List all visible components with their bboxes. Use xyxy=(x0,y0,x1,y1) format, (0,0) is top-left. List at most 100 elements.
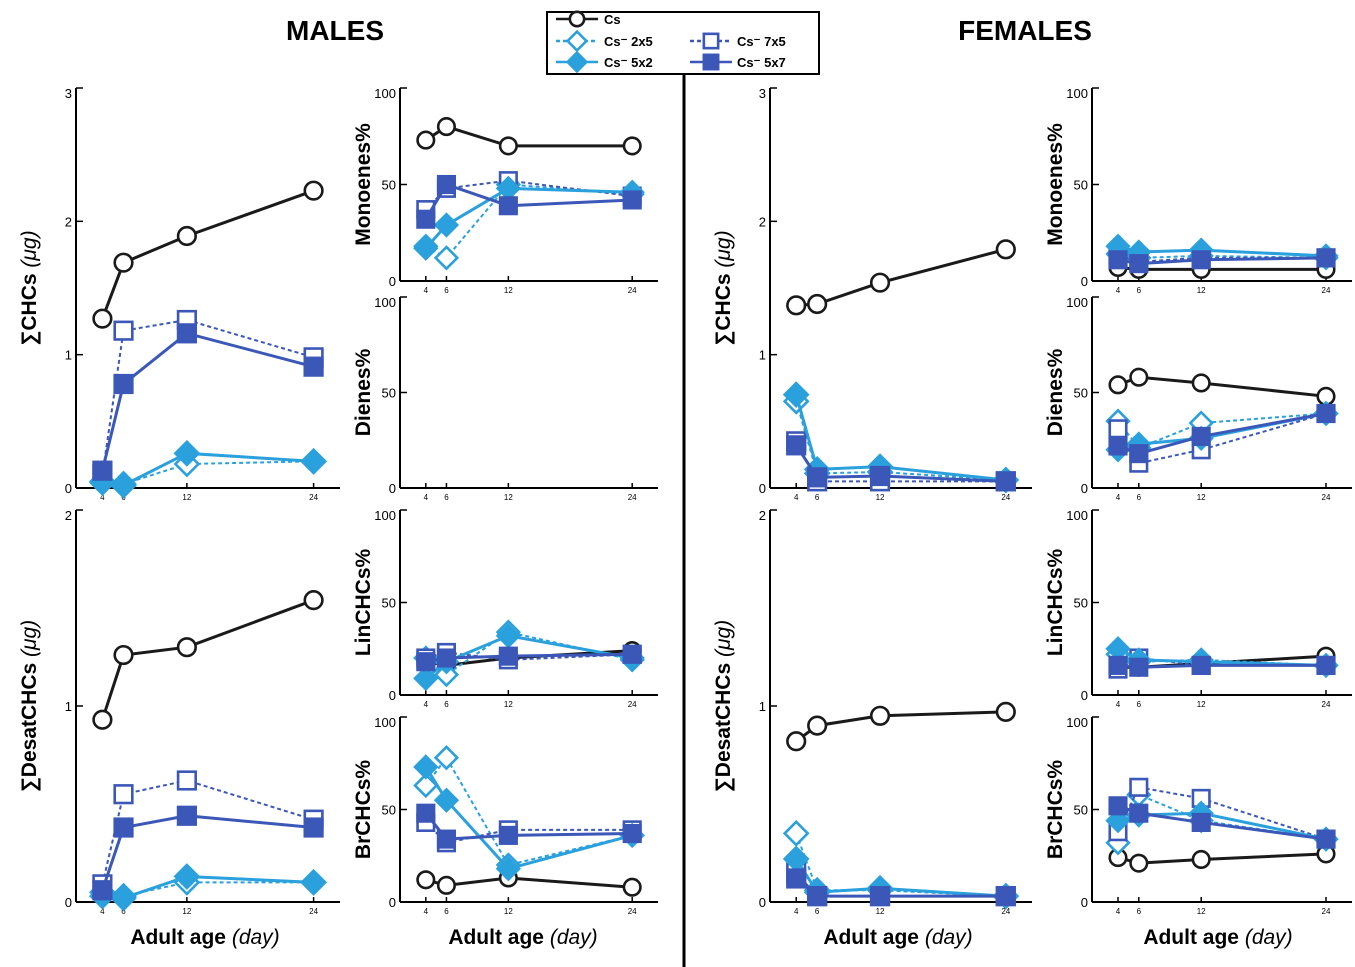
legend-entry: Cs⁻ 5x7 xyxy=(690,53,786,71)
legend-label: Cs xyxy=(604,12,621,27)
x-tick-label: 6 xyxy=(815,907,820,916)
data-point xyxy=(498,196,518,216)
x-tick-label: 4 xyxy=(1116,286,1121,295)
series-0 xyxy=(92,180,324,329)
data-point xyxy=(110,471,137,499)
x-tick-label: 6 xyxy=(815,493,820,502)
data-point xyxy=(498,825,518,845)
data-point xyxy=(416,130,436,150)
data-point xyxy=(1191,250,1211,270)
data-point xyxy=(1108,250,1128,270)
series-3 xyxy=(89,439,327,499)
series-line xyxy=(425,631,633,676)
y-axis-label: LinCHCs% xyxy=(352,549,375,657)
data-point xyxy=(622,136,642,156)
data-point xyxy=(413,665,439,691)
series-line xyxy=(796,247,1007,307)
series-0 xyxy=(416,117,642,156)
series-line xyxy=(100,814,314,891)
data-point xyxy=(869,705,891,726)
x-tick-label: 6 xyxy=(1137,286,1142,295)
x-axis-label-text: Adult age xyxy=(448,926,544,949)
data-point xyxy=(92,709,113,730)
females-dienes-panel: 0 50 100 4 6 12 24 Dienes% xyxy=(1044,295,1352,502)
x-tick-label: 12 xyxy=(1197,493,1206,502)
x-axis-label-text: Adult age xyxy=(823,926,919,949)
series-0 xyxy=(1108,367,1336,406)
females-lin-chcs-panel: 0 50 100 4 6 12 24 LinCHCs% xyxy=(1044,508,1352,709)
series-line xyxy=(1117,647,1327,667)
x-axis-unit-text: (day) xyxy=(1245,926,1293,949)
series-0 xyxy=(1108,844,1336,873)
legend-label: Cs⁻ 7x5 xyxy=(737,34,786,49)
data-point xyxy=(416,870,436,890)
data-point xyxy=(1129,367,1149,387)
y-axis-label-text: LinCHCs% xyxy=(352,549,375,657)
x-tick-label: 4 xyxy=(100,493,105,502)
y-tick-label: 50 xyxy=(382,386,396,401)
data-point xyxy=(300,447,327,475)
y-tick-label: 0 xyxy=(65,481,72,496)
y-tick-label: 0 xyxy=(759,481,766,496)
series-line xyxy=(1117,412,1327,450)
y-tick-label: 1 xyxy=(759,699,766,714)
legend-entry: Cs⁻ 2x5 xyxy=(556,29,653,53)
y-tick-label: 3 xyxy=(759,86,766,101)
x-tick-label: 24 xyxy=(628,493,637,502)
legend-label: Cs⁻ 2x5 xyxy=(604,34,653,49)
y-axis-label: Monoenes% xyxy=(352,123,375,246)
data-point xyxy=(1108,655,1128,675)
series-line xyxy=(1117,265,1326,271)
legend-entry: Cs⁻ 5x2 xyxy=(556,50,653,74)
x-tick-label: 4 xyxy=(1116,493,1121,502)
data-point xyxy=(786,435,807,456)
x-tick-label: 24 xyxy=(1322,493,1331,502)
data-point xyxy=(807,467,828,488)
y-axis-label-text: Monoenes% xyxy=(1044,123,1067,246)
y-tick-label: 50 xyxy=(1074,386,1088,401)
y-axis-label-text: ∑CHCs xyxy=(18,273,41,345)
data-point xyxy=(92,880,113,901)
series-4 xyxy=(416,803,642,849)
data-point xyxy=(995,701,1016,722)
females-br-chcs-panel: 0 50 100 4 6 12 24 BrCHCs% xyxy=(1044,715,1352,916)
svg-text:Adult age (day): Adult age (day) xyxy=(130,926,279,949)
x-tick-label: 12 xyxy=(504,907,513,916)
y-tick-label: 100 xyxy=(1066,508,1088,523)
data-point xyxy=(113,252,134,273)
series-4 xyxy=(1108,655,1336,677)
data-point xyxy=(413,754,439,780)
x-axis-label-text: Adult age xyxy=(1143,926,1239,949)
y-axis-unit-text: (μg) xyxy=(18,230,41,273)
x-tick-label: 24 xyxy=(1001,493,1010,502)
y-tick-label: 0 xyxy=(389,688,396,703)
series-line xyxy=(1117,412,1327,465)
series-line xyxy=(102,451,314,487)
data-point xyxy=(433,787,460,813)
y-tick-label: 0 xyxy=(65,895,72,910)
series-line xyxy=(101,779,314,885)
y-axis-label: ∑DesatCHCs (μg) xyxy=(18,620,41,792)
x-tick-label: 6 xyxy=(1137,700,1142,709)
y-tick-label: 1 xyxy=(759,348,766,363)
series-line xyxy=(424,812,633,841)
data-point xyxy=(176,770,197,791)
series-line xyxy=(425,183,633,260)
series-0 xyxy=(416,868,642,897)
x-tick-label: 4 xyxy=(100,907,105,916)
series-4 xyxy=(92,805,324,901)
data-point xyxy=(173,439,201,467)
y-tick-label: 50 xyxy=(382,803,396,818)
series-2 xyxy=(92,309,324,485)
data-point xyxy=(869,886,891,907)
x-axis-label-females-right: Adult age (day) xyxy=(1143,926,1292,949)
y-tick-label: 50 xyxy=(1074,596,1088,611)
data-point xyxy=(176,225,197,247)
data-point xyxy=(869,465,891,487)
series-0 xyxy=(786,239,1016,316)
data-point xyxy=(1108,375,1128,395)
svg-text:Adult age (day): Adult age (day) xyxy=(823,926,972,949)
svg-text:Adult age (day): Adult age (day) xyxy=(1143,926,1292,949)
legend-swatch-marker xyxy=(702,53,720,71)
